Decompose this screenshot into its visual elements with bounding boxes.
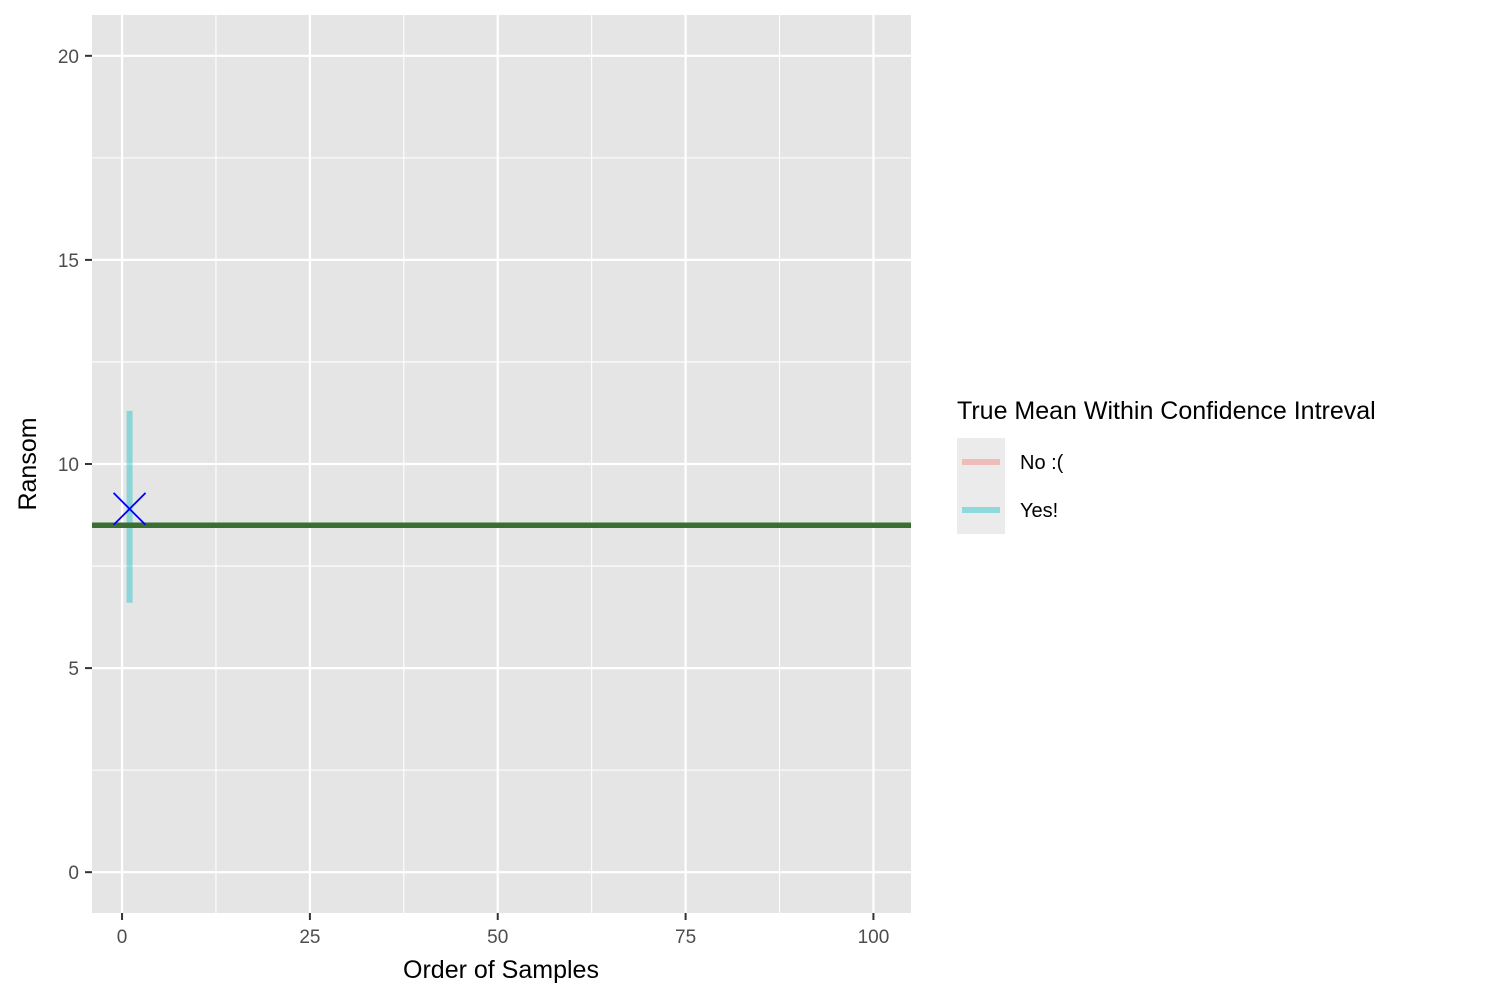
x-axis: 0 25 50 75 100	[117, 913, 890, 948]
legend-entries: No :( Yes!	[962, 452, 1064, 522]
legend-key-background	[957, 438, 1005, 534]
x-tick-label: 25	[299, 927, 320, 948]
x-tick-label: 100	[858, 927, 890, 948]
x-tick-label: 75	[675, 927, 696, 948]
y-tick-label: 5	[68, 659, 79, 680]
x-tick-label: 0	[117, 927, 128, 948]
legend-label: No :(	[1020, 452, 1064, 474]
data-marks	[92, 410, 911, 603]
y-axis-title: Ransom	[14, 417, 42, 510]
legend-title: True Mean Within Confidence Intreval	[957, 397, 1376, 425]
y-tick-label: 15	[58, 251, 79, 272]
x-tick-label: 50	[487, 927, 508, 948]
legend-label: Yes!	[1020, 500, 1058, 522]
legend: True Mean Within Confidence Intreval No …	[957, 397, 1376, 534]
y-tick-label: 10	[58, 455, 79, 476]
y-axis: 0 5 10 15 20	[58, 47, 92, 884]
marker-stroke	[112, 492, 147, 526]
major-gridlines	[92, 15, 911, 913]
y-tick-label: 0	[68, 863, 79, 884]
y-tick-label: 20	[58, 47, 79, 68]
x-axis-title: Order of Samples	[403, 956, 599, 984]
sample-mean-marker	[112, 492, 147, 526]
